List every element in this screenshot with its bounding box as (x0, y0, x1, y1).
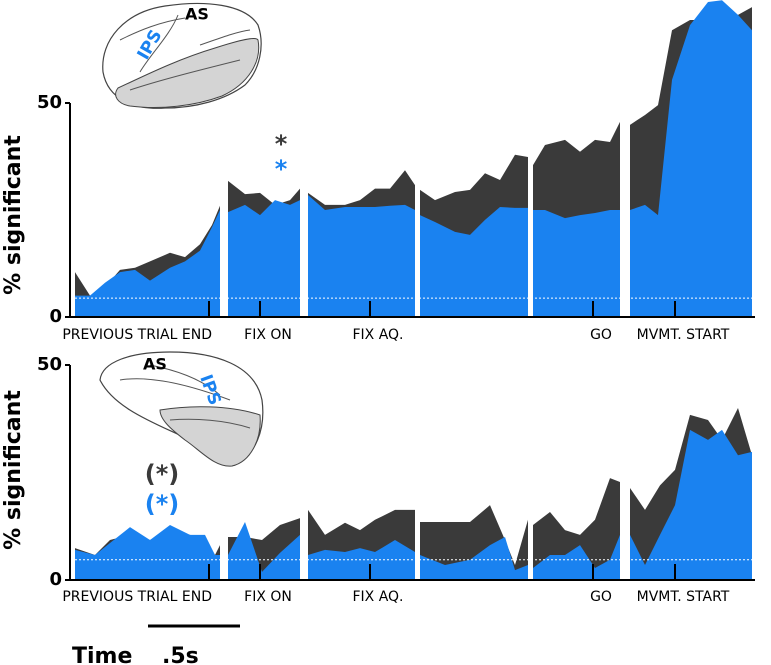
annotation: * (275, 130, 288, 158)
event-label: PREVIOUS TRIAL END (62, 327, 212, 343)
annotation: (*) (145, 490, 180, 518)
area-piece (228, 200, 300, 317)
y-tick-label: 0 (49, 306, 62, 327)
event-label: GO (590, 327, 612, 343)
event-label: FIX AQ. (352, 589, 403, 605)
y-axis-label: % significant (1, 135, 26, 295)
annotation: (*) (145, 460, 180, 488)
y-tick-label: 50 (37, 92, 62, 113)
scale-bar-label: .5s (162, 644, 199, 665)
brain-label: AS (185, 5, 209, 24)
brain-inset-top (102, 2, 262, 109)
area-piece (308, 195, 415, 317)
event-label: FIX ON (244, 589, 292, 605)
event-label: MVMT. START (637, 327, 730, 343)
area-piece (420, 207, 528, 317)
area-piece (308, 540, 415, 580)
event-label: FIX AQ. (352, 327, 403, 343)
y-tick-label: 0 (49, 569, 62, 590)
area-piece (630, 0, 752, 318)
scale-bar-title: Time (72, 644, 132, 665)
event-label: GO (590, 589, 612, 605)
event-label: PREVIOUS TRIAL END (62, 589, 212, 605)
brain-label: AS (143, 355, 167, 374)
area-piece (533, 478, 620, 580)
y-tick-label: 50 (37, 354, 62, 375)
annotation: * (275, 155, 288, 183)
area-piece (533, 534, 620, 580)
area-piece (420, 537, 528, 580)
area-piece (75, 210, 220, 317)
area-piece (630, 429, 752, 580)
area-piece (75, 524, 220, 580)
area-piece (533, 210, 620, 317)
event-label: FIX ON (244, 327, 292, 343)
event-label: MVMT. START (637, 589, 730, 605)
brain-inset-bottom (99, 351, 264, 467)
y-axis-label: % significant (1, 390, 26, 550)
area-piece (228, 521, 300, 580)
